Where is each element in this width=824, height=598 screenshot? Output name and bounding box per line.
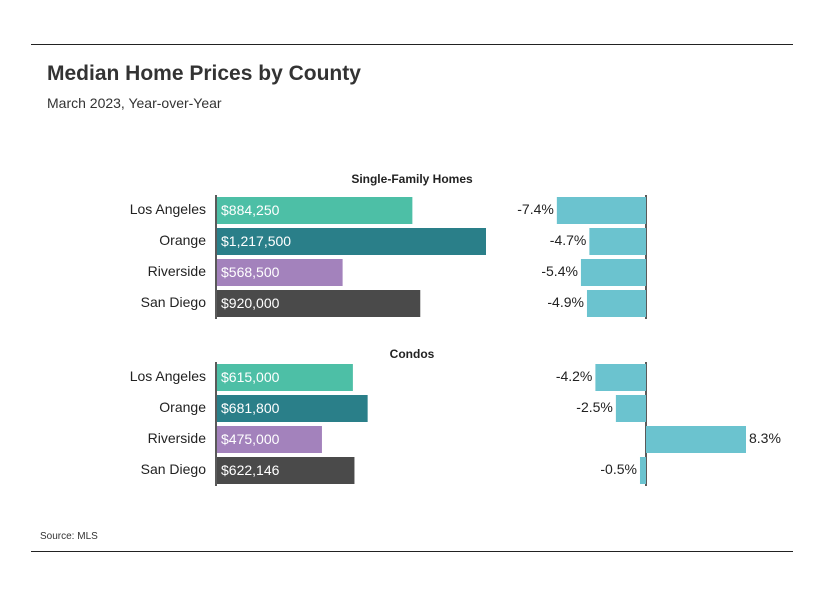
single-family-change-bar-orange	[589, 228, 646, 255]
condos-category-label-orange: Orange	[159, 399, 206, 415]
condos-change-label-riverside: 8.3%	[749, 430, 781, 446]
chart-subtitle: March 2023, Year-over-Year	[47, 95, 222, 111]
single-family-price-bar-san-diego	[217, 290, 421, 317]
single-family-price-label-orange: $1,217,500	[221, 233, 291, 249]
single-family-price-label-san-diego: $920,000	[221, 295, 280, 311]
condos-group-title: Condos	[390, 347, 435, 361]
single-family-change-label-san-diego: -4.9%	[547, 294, 584, 310]
condos-change-label-los-angeles: -4.2%	[556, 368, 593, 384]
single-family-change-bar-riverside	[580, 259, 646, 286]
single-family-group-title: Single-Family Homes	[351, 172, 473, 186]
single-family-price-label-los-angeles: $884,250	[221, 202, 280, 218]
condos-price-label-los-angeles: $615,000	[221, 369, 280, 385]
condos-change-label-orange: -2.5%	[576, 399, 613, 415]
single-family-price-bar-orange	[217, 228, 486, 255]
condos-category-label-los-angeles: Los Angeles	[130, 368, 206, 384]
single-family-change-label-orange: -4.7%	[550, 232, 587, 248]
bottom-rule	[31, 551, 793, 552]
top-rule	[31, 44, 793, 45]
condos-change-label-san-diego: -0.5%	[600, 461, 637, 477]
condos-change-bar-orange	[615, 395, 646, 422]
single-family-category-label-los-angeles: Los Angeles	[130, 201, 206, 217]
single-family-change-bar-los-angeles	[556, 197, 646, 224]
source-note: Source: MLS	[40, 531, 98, 542]
single-family-price-bar-los-angeles	[217, 197, 413, 224]
condos-category-label-riverside: Riverside	[148, 430, 207, 446]
condos-change-bar-los-angeles	[595, 364, 646, 391]
condos-change-bar-san-diego	[639, 457, 646, 484]
condos-change-bar-riverside	[646, 426, 746, 453]
single-family-category-label-san-diego: San Diego	[141, 294, 207, 310]
single-family-category-label-orange: Orange	[159, 232, 206, 248]
condos-price-bar-san-diego	[217, 457, 355, 484]
single-family-price-bar-riverside	[217, 259, 343, 286]
condos-price-bar-riverside	[217, 426, 322, 453]
condos-price-bar-orange	[217, 395, 368, 422]
condos-category-label-san-diego: San Diego	[141, 461, 207, 477]
condos-price-label-san-diego: $622,146	[221, 462, 280, 478]
single-family-change-label-los-angeles: -7.4%	[517, 201, 554, 217]
single-family-change-label-riverside: -5.4%	[541, 263, 578, 279]
single-family-change-bar-san-diego	[586, 290, 646, 317]
chart-title: Median Home Prices by County	[47, 62, 361, 85]
condos-price-label-orange: $681,800	[221, 400, 280, 416]
condos-price-label-riverside: $475,000	[221, 431, 280, 447]
condos-price-bar-los-angeles	[217, 364, 353, 391]
single-family-price-label-riverside: $568,500	[221, 264, 280, 280]
single-family-category-label-riverside: Riverside	[148, 263, 207, 279]
